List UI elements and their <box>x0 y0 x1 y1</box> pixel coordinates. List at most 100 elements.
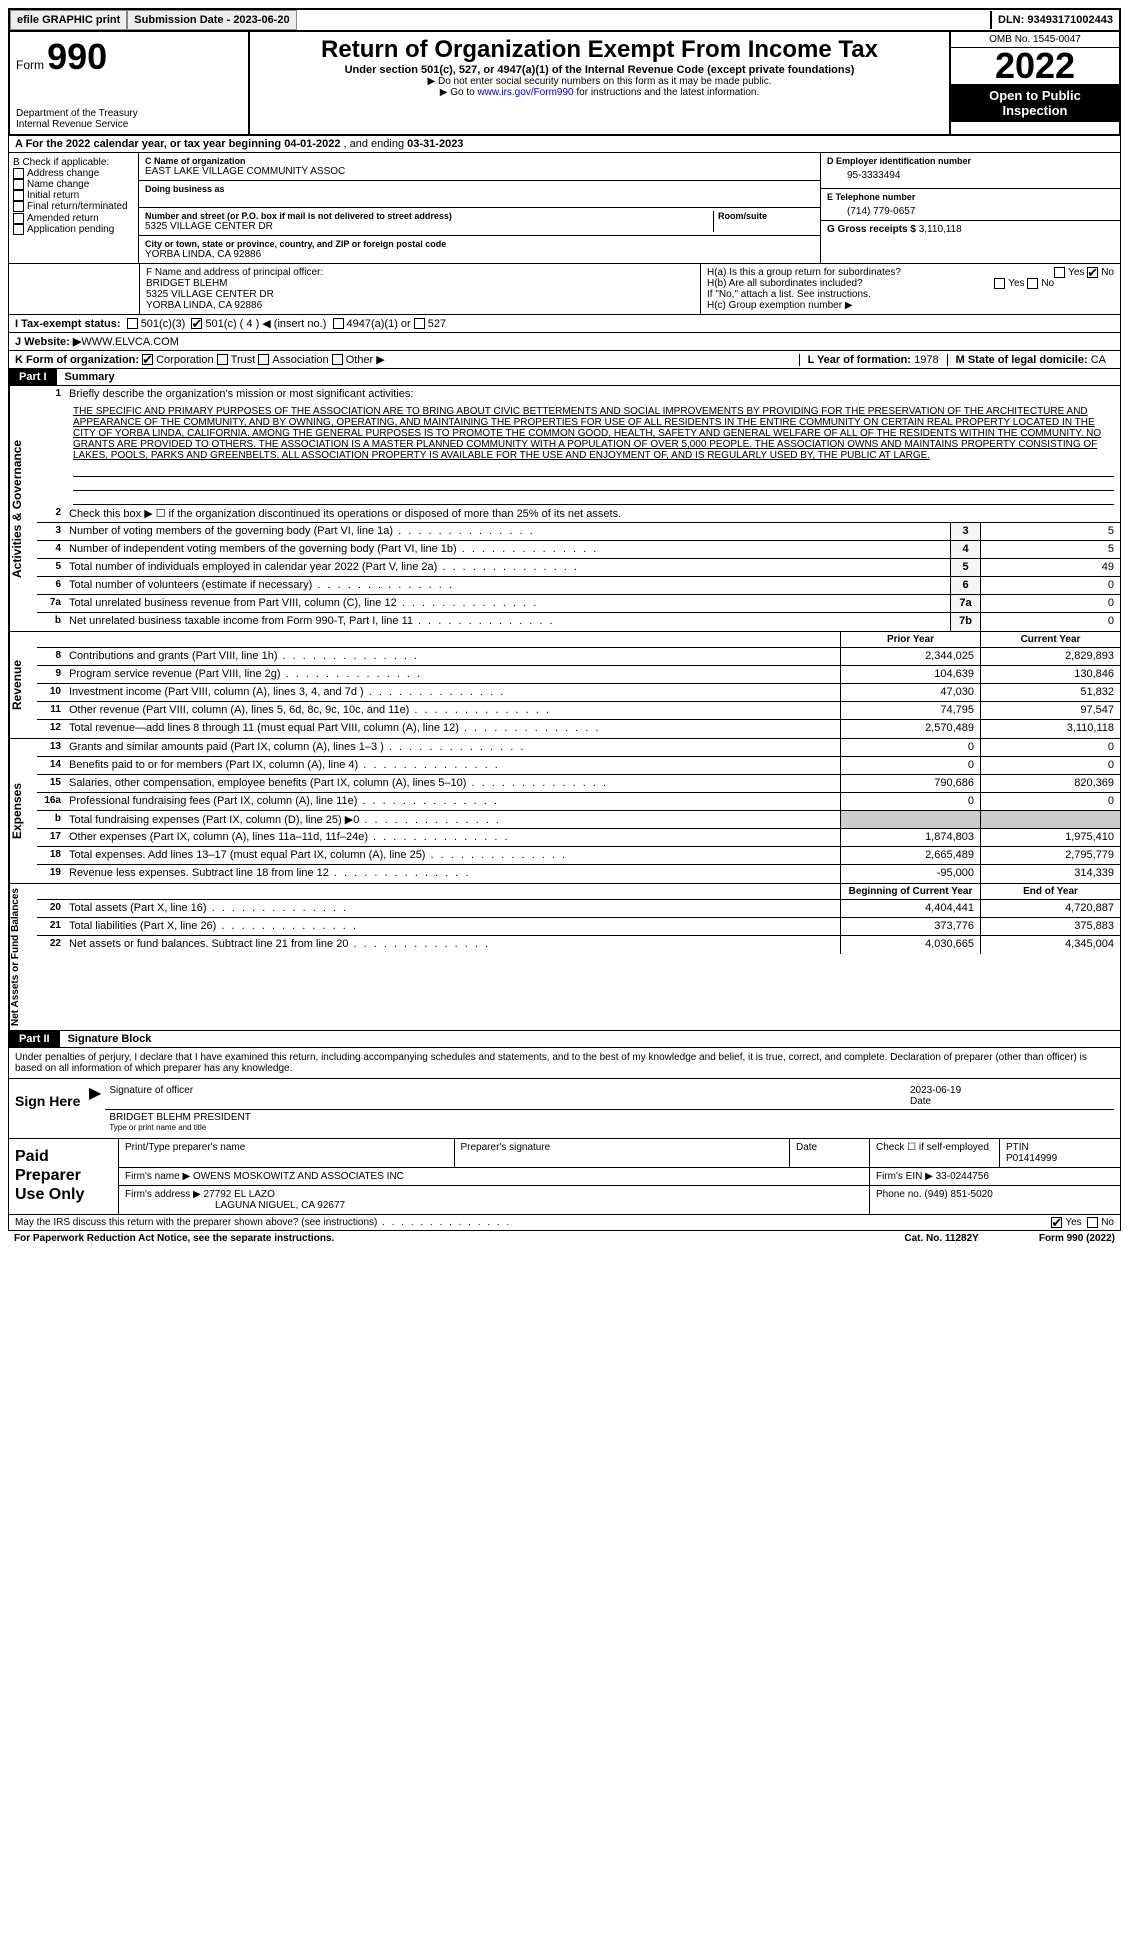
self-employed-label: Check ☐ if self-employed <box>870 1139 1000 1167</box>
sign-here-block: Sign Here ▶ Signature of officer 2023-06… <box>8 1079 1121 1139</box>
part-ii-tag: Part II <box>9 1031 60 1047</box>
chk-final-return[interactable] <box>13 201 24 212</box>
irs-label: Internal Revenue Service <box>16 119 242 130</box>
chk-initial-return[interactable] <box>13 190 24 201</box>
chk-ha-yes[interactable] <box>1054 267 1065 278</box>
street-value: 5325 VILLAGE CENTER DR <box>145 221 713 232</box>
table-row: 22 Net assets or fund balances. Subtract… <box>37 936 1120 954</box>
city-value: YORBA LINDA, CA 92886 <box>145 249 814 260</box>
org-name-label: C Name of organization <box>145 156 814 166</box>
table-row: 20 Total assets (Part X, line 16) 4,404,… <box>37 900 1120 918</box>
hc-row: H(c) Group exemption number ▶ <box>707 300 1114 311</box>
table-row: 17 Other expenses (Part IX, column (A), … <box>37 829 1120 847</box>
officer-addr1: 5325 VILLAGE CENTER DR <box>146 289 694 300</box>
irs-link[interactable]: www.irs.gov/Form990 <box>477 87 573 98</box>
print-name-label: Print/Type preparer's name <box>119 1139 455 1167</box>
activities-section: Activities & Governance 1 Briefly descri… <box>8 386 1121 632</box>
firm-addr2: LAGUNA NIGUEL, CA 92677 <box>125 1200 345 1211</box>
chk-name-change[interactable] <box>13 179 24 190</box>
chk-amended[interactable] <box>13 213 24 224</box>
officer-name: BRIDGET BLEHM <box>146 278 694 289</box>
form-id-box: Form 990 Department of the Treasury Inte… <box>10 32 250 134</box>
chk-other[interactable] <box>332 354 343 365</box>
table-row: 7a Total unrelated business revenue from… <box>37 595 1120 613</box>
officer-name-title: BRIDGET BLEHM PRESIDENT <box>109 1112 251 1123</box>
fh-block: F Name and address of principal officer:… <box>8 264 1121 315</box>
part-i-title: Summary <box>57 369 123 385</box>
table-row: 16a Professional fundraising fees (Part … <box>37 793 1120 811</box>
title-box: Return of Organization Exempt From Incom… <box>250 32 949 134</box>
table-row: 8 Contributions and grants (Part VIII, l… <box>37 648 1120 666</box>
top-bar: efile GRAPHIC print Submission Date - 20… <box>8 8 1121 32</box>
form-subtitle: Under section 501(c), 527, or 4947(a)(1)… <box>256 64 943 76</box>
table-row: 15 Salaries, other compensation, employe… <box>37 775 1120 793</box>
submission-date-button[interactable]: Submission Date - 2023-06-20 <box>127 10 296 30</box>
chk-ha-no[interactable] <box>1087 267 1098 278</box>
section-c: C Name of organization EAST LAKE VILLAGE… <box>139 153 820 263</box>
chk-hb-no[interactable] <box>1027 278 1038 289</box>
part-i-tag: Part I <box>9 369 57 385</box>
year-formation: 1978 <box>914 354 938 366</box>
table-row: 9 Program service revenue (Part VIII, li… <box>37 666 1120 684</box>
chk-discuss-no[interactable] <box>1087 1217 1098 1228</box>
side-expenses: Expenses <box>9 739 37 883</box>
form-number: 990 <box>47 36 107 77</box>
chk-corp[interactable] <box>142 354 153 365</box>
chk-app-pending[interactable] <box>13 224 24 235</box>
section-b: B Check if applicable: Address change Na… <box>9 153 139 263</box>
form-title: Return of Organization Exempt From Incom… <box>256 36 943 64</box>
table-row: 19 Revenue less expenses. Subtract line … <box>37 865 1120 883</box>
table-row: 18 Total expenses. Add lines 13–17 (must… <box>37 847 1120 865</box>
chk-501c3[interactable] <box>127 318 138 329</box>
efile-print-button[interactable]: efile GRAPHIC print <box>10 10 127 30</box>
officer-label: F Name and address of principal officer: <box>146 267 694 278</box>
row-j-website: J Website: ▶ WWW.ELVCA.COM <box>8 333 1121 351</box>
chk-address-change[interactable] <box>13 168 24 179</box>
paid-preparer-label: Paid Preparer Use Only <box>9 1139 119 1214</box>
chk-assoc[interactable] <box>258 354 269 365</box>
table-row: 14 Benefits paid to or for members (Part… <box>37 757 1120 775</box>
chk-501c-other[interactable] <box>191 318 202 329</box>
paid-preparer-block: Paid Preparer Use Only Print/Type prepar… <box>8 1139 1121 1215</box>
identity-block: B Check if applicable: Address change Na… <box>8 153 1121 264</box>
begin-year-header: Beginning of Current Year <box>840 884 980 899</box>
ptin-value: P01414999 <box>1006 1153 1057 1164</box>
chk-4947[interactable] <box>333 318 344 329</box>
sig-officer-label: Signature of officer <box>109 1085 910 1107</box>
end-year-header: End of Year <box>980 884 1120 899</box>
gross-receipts-label: G Gross receipts $ <box>827 224 916 235</box>
part-ii-header: Part II Signature Block <box>8 1031 1121 1048</box>
prep-sig-label: Preparer's signature <box>455 1139 791 1167</box>
table-row: 21 Total liabilities (Part X, line 26) 3… <box>37 918 1120 936</box>
chk-trust[interactable] <box>217 354 228 365</box>
row-a-tax-year: A For the 2022 calendar year, or tax yea… <box>8 136 1121 153</box>
chk-discuss-yes[interactable] <box>1051 1217 1062 1228</box>
table-row: 11 Other revenue (Part VIII, column (A),… <box>37 702 1120 720</box>
sign-here-label: Sign Here <box>15 1083 85 1134</box>
chk-527[interactable] <box>414 318 425 329</box>
street-label: Number and street (or P.O. box if mail i… <box>145 211 713 221</box>
expenses-section: Expenses 13 Grants and similar amounts p… <box>8 739 1121 884</box>
dln-label: DLN: 93493171002443 <box>990 11 1119 29</box>
discuss-row: May the IRS discuss this return with the… <box>8 1215 1121 1231</box>
room-label: Room/suite <box>718 211 814 221</box>
city-label: City or town, state or province, country… <box>145 239 814 249</box>
firm-name: OWENS MOSKOWITZ AND ASSOCIATES INC <box>193 1171 404 1182</box>
org-name: EAST LAKE VILLAGE COMMUNITY ASSOC <box>145 166 814 177</box>
section-b-label: B Check if applicable: <box>13 157 134 168</box>
chk-hb-yes[interactable] <box>994 278 1005 289</box>
part-i-header: Part I Summary <box>8 369 1121 386</box>
table-row: b Net unrelated business taxable income … <box>37 613 1120 631</box>
table-row: 13 Grants and similar amounts paid (Part… <box>37 739 1120 757</box>
row-i-tax-status: I Tax-exempt status: 501(c)(3) 501(c) ( … <box>8 315 1121 333</box>
year-box: OMB No. 1545-0047 2022 Open to Public In… <box>949 32 1119 134</box>
form-footer: Form 990 (2022) <box>1039 1233 1115 1244</box>
net-assets-section: Net Assets or Fund Balances Beginning of… <box>8 884 1121 1031</box>
line1-label: Briefly describe the organization's miss… <box>65 386 1120 404</box>
table-row: 5 Total number of individuals employed i… <box>37 559 1120 577</box>
officer-addr2: YORBA LINDA, CA 92886 <box>146 300 694 311</box>
right-column: D Employer identification number 95-3333… <box>820 153 1120 263</box>
side-activities: Activities & Governance <box>9 386 37 631</box>
table-row: 12 Total revenue—add lines 8 through 11 … <box>37 720 1120 738</box>
open-inspection: Open to Public Inspection <box>951 84 1119 122</box>
